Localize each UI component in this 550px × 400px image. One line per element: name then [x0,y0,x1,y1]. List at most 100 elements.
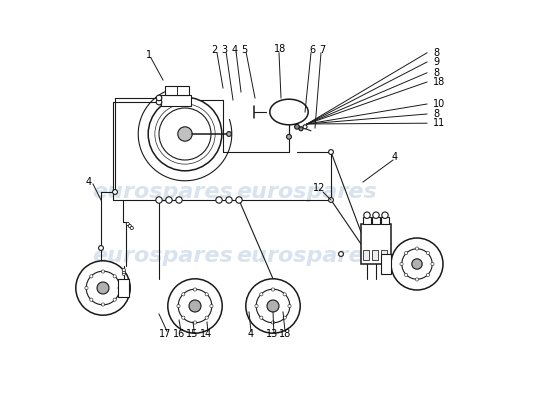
Text: eurospares: eurospares [92,246,233,266]
Circle shape [182,293,185,296]
Text: 16: 16 [173,329,185,339]
Bar [381,254,391,274]
Circle shape [295,124,299,129]
Bar [381,250,387,260]
Circle shape [122,268,125,272]
Text: 18: 18 [433,77,446,87]
Circle shape [156,197,162,203]
Circle shape [130,226,134,230]
Circle shape [113,298,116,301]
Text: 4: 4 [392,152,398,162]
Circle shape [194,288,196,291]
Bar [372,217,379,224]
Text: 2: 2 [211,45,217,55]
Text: 6: 6 [310,45,316,55]
Circle shape [98,246,103,250]
Circle shape [260,316,263,319]
Circle shape [404,252,408,255]
Bar [118,279,129,297]
Circle shape [178,127,192,141]
Text: 4: 4 [247,329,253,339]
Circle shape [246,279,300,333]
Circle shape [85,286,88,290]
Circle shape [412,259,422,269]
Circle shape [400,262,403,266]
Circle shape [101,270,104,273]
Circle shape [210,304,213,308]
Text: 4: 4 [86,177,92,186]
Circle shape [415,247,419,250]
Text: 8: 8 [433,48,439,58]
Circle shape [271,321,274,324]
Circle shape [113,275,116,278]
Circle shape [156,99,162,105]
Circle shape [328,150,333,154]
Circle shape [90,275,93,278]
Circle shape [182,316,185,319]
Text: 14: 14 [200,329,212,339]
Circle shape [128,224,131,228]
Text: 18: 18 [274,44,287,54]
Text: 12: 12 [313,183,325,193]
Circle shape [391,238,443,290]
Circle shape [166,197,172,203]
Circle shape [76,261,130,315]
Text: 8: 8 [433,68,439,78]
Circle shape [122,272,125,276]
Circle shape [227,132,232,136]
Text: eurospares: eurospares [236,182,377,202]
Circle shape [267,300,279,312]
Text: eurospares: eurospares [236,246,377,266]
Circle shape [113,190,117,194]
Bar [372,250,378,260]
Circle shape [299,127,303,131]
Text: 13: 13 [266,329,278,339]
Text: 3: 3 [221,45,227,55]
Bar [381,217,389,224]
Text: 1: 1 [146,50,152,60]
Circle shape [303,125,307,129]
Circle shape [271,288,274,291]
Text: 8: 8 [433,109,439,119]
Circle shape [415,278,419,281]
Text: 17: 17 [159,329,171,339]
Bar [364,217,371,224]
Circle shape [126,222,129,226]
Circle shape [283,316,286,319]
Circle shape [255,304,258,308]
Circle shape [97,282,109,294]
Circle shape [90,298,93,301]
Circle shape [426,252,430,255]
Circle shape [122,270,125,274]
Circle shape [283,293,286,296]
Text: 11: 11 [433,118,446,128]
Bar [364,250,369,260]
Circle shape [339,252,343,256]
Circle shape [168,279,222,333]
Text: 18: 18 [278,329,291,339]
Circle shape [404,273,408,276]
Ellipse shape [270,99,308,125]
Bar [361,224,391,264]
Circle shape [288,304,291,308]
Text: 7: 7 [319,45,326,55]
Bar [165,86,189,95]
Circle shape [189,300,201,312]
Circle shape [287,134,292,139]
Bar [161,95,191,106]
Text: eurospares: eurospares [92,182,233,202]
Text: 5: 5 [241,45,248,55]
Text: 10: 10 [433,99,446,109]
Circle shape [431,262,434,266]
Circle shape [205,293,208,296]
Circle shape [260,293,263,296]
Text: 9: 9 [433,57,439,67]
Circle shape [148,97,222,171]
Circle shape [101,303,104,306]
Circle shape [156,95,162,101]
Circle shape [176,197,182,203]
Circle shape [373,212,379,218]
Text: 15: 15 [186,329,199,339]
Circle shape [236,197,242,203]
Circle shape [328,198,333,202]
